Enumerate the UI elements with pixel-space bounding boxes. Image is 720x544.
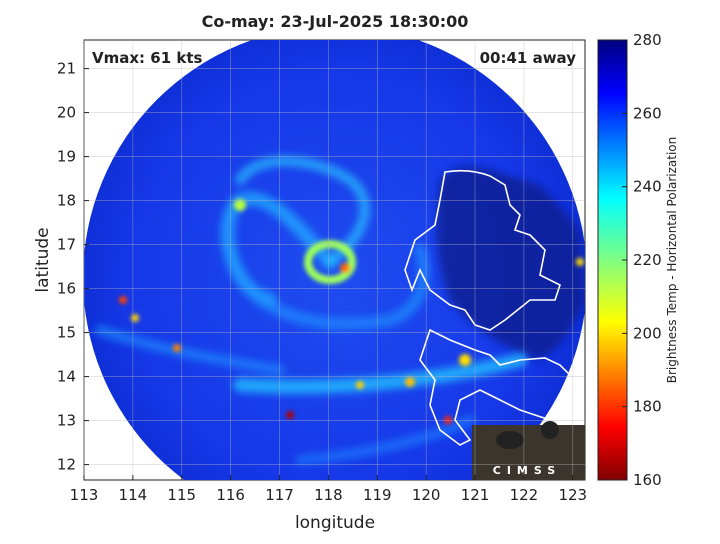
x-tick-label: 121: [461, 486, 490, 504]
y-tick-label: 15: [57, 324, 76, 342]
y-tick-label: 16: [57, 280, 76, 298]
y-tick-label: 17: [57, 236, 76, 254]
y-tick-label: 21: [57, 60, 76, 78]
colorbar-tick-label: 160: [633, 471, 662, 489]
x-tick-label: 122: [510, 486, 539, 504]
away-annotation: 00:41 away: [480, 49, 577, 67]
x-tick-label: 116: [216, 486, 245, 504]
y-axis-label: latitude: [33, 227, 53, 292]
y-tick-label: 14: [57, 368, 76, 386]
swath-image: [84, 40, 585, 480]
y-tick-label: 12: [57, 456, 76, 474]
x-tick-label: 123: [558, 486, 587, 504]
x-tick-label: 117: [265, 486, 294, 504]
x-tick-label: 120: [412, 486, 441, 504]
y-tick-label: 13: [57, 412, 76, 430]
x-tick-label: 118: [314, 486, 343, 504]
colorbar-tick-label: 220: [633, 251, 662, 269]
x-tick-label: 114: [119, 486, 148, 504]
colorbar-tick-label: 280: [633, 31, 662, 49]
grid: [83, 40, 585, 480]
colorbar-tick-label: 260: [633, 104, 662, 122]
x-tick-label: 113: [70, 486, 99, 504]
y-tick-label: 19: [57, 148, 76, 166]
y-tick-label: 18: [57, 192, 76, 210]
y-tick-label: 20: [57, 104, 76, 122]
title: Co-may: 23-Jul-2025 18:30:00: [202, 12, 469, 31]
colorbar-tick-label: 240: [633, 178, 662, 196]
x-tick-label: 115: [167, 486, 196, 504]
colorbar-tick-label: 180: [633, 398, 662, 416]
x-axis-label: longitude: [295, 513, 375, 533]
vmax-annotation: Vmax: 61 kts: [92, 49, 202, 67]
colorbar-tick-label: 200: [633, 324, 662, 342]
colorbar-label: Brightness Temp - Horizontal Polarizatio…: [665, 137, 679, 384]
x-tick-label: 119: [363, 486, 392, 504]
logo-text: CIMSS: [493, 464, 561, 477]
